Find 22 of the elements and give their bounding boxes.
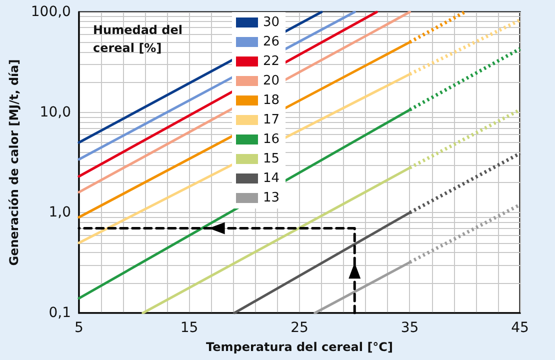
y-tick-label: 0,1 (48, 305, 71, 321)
x-tick-label: 35 (400, 320, 419, 336)
x-tick-label: 25 (290, 320, 308, 336)
legend-label: 20 (263, 74, 280, 88)
legend-label: 13 (263, 190, 280, 206)
x-tick-label: 15 (180, 320, 198, 336)
y-tick-label: 10,0 (40, 104, 71, 120)
y-axis-title: Generación de calor [MJ/t, día] (7, 59, 21, 266)
y-tick-label: 1,0 (48, 204, 71, 221)
legend-label: 16 (263, 132, 280, 147)
legend-label: 26 (263, 34, 280, 50)
x-tick-label: 45 (511, 320, 529, 336)
x-axis-title: Temperatura del cereal [°C] (206, 340, 393, 354)
legend-label: 15 (263, 152, 280, 166)
legend-label: 22 (263, 54, 280, 69)
legend-label: 14 (263, 171, 280, 186)
x-tick-label: 5 (74, 320, 84, 336)
legend-label: 17 (263, 112, 280, 128)
legend-title: Humedad del cereal [%] (93, 23, 187, 55)
legend-label: 30 (263, 15, 280, 30)
y-tick-label: 100,0 (30, 4, 71, 20)
legend-label: 18 (263, 93, 280, 108)
